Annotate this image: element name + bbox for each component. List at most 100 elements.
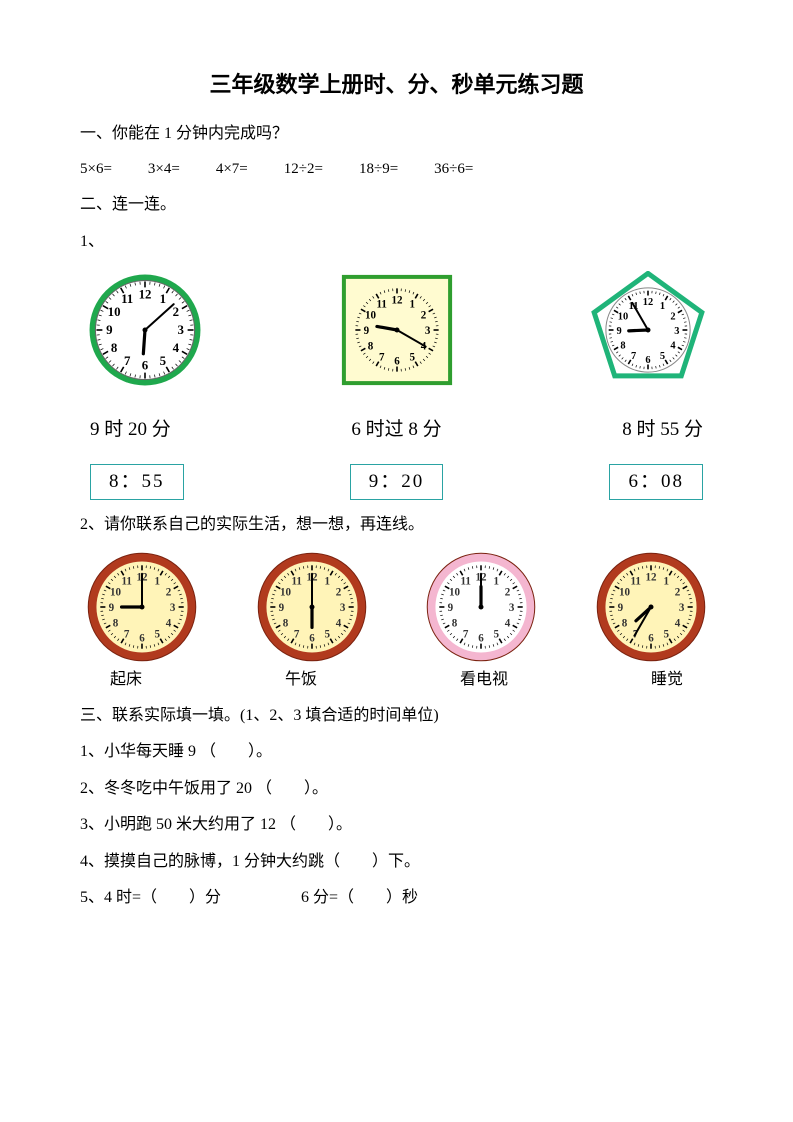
- svg-text:5: 5: [664, 628, 670, 640]
- svg-text:10: 10: [280, 586, 292, 598]
- svg-text:10: 10: [108, 305, 121, 319]
- svg-text:11: 11: [630, 575, 640, 587]
- svg-text:10: 10: [364, 310, 376, 322]
- activity-label: 起床: [110, 669, 142, 691]
- clock-round: 121234567891011: [425, 551, 537, 663]
- time-box: 8：55: [90, 464, 184, 501]
- svg-text:3: 3: [177, 323, 183, 337]
- fill-line: 5、4 时=（ ）分 6 分=（ ）秒: [80, 887, 713, 909]
- svg-text:2: 2: [173, 305, 179, 319]
- svg-text:11: 11: [121, 292, 133, 306]
- time-label: 6 时过 8 分: [351, 417, 441, 444]
- svg-text:2: 2: [505, 586, 511, 598]
- svg-text:1: 1: [664, 575, 670, 587]
- activity-label: 看电视: [460, 669, 508, 691]
- svg-text:12: 12: [645, 571, 657, 583]
- svg-text:12: 12: [391, 294, 403, 306]
- section1-heading: 一、你能在 1 分钟内完成吗？: [80, 123, 713, 145]
- clock-circle: 121234567891011: [86, 271, 204, 389]
- time-box: 9：20: [350, 464, 444, 501]
- fill-line: 4、摸摸自己的脉博，1 分钟大约跳（ ）下。: [80, 851, 713, 873]
- arith-item: 18÷9=: [359, 159, 398, 180]
- svg-text:3: 3: [424, 325, 430, 337]
- svg-text:7: 7: [463, 628, 469, 640]
- svg-text:9: 9: [106, 323, 112, 337]
- svg-text:8: 8: [113, 617, 119, 629]
- arith-item: 12÷2=: [284, 159, 323, 180]
- q1-clock-row: 121234567891011 121234567891011 12123456…: [80, 271, 713, 389]
- svg-text:1: 1: [494, 575, 500, 587]
- q1-time-boxes: 8：55 9：20 6：08: [80, 464, 713, 501]
- page-title: 三年级数学上册时、分、秒单元练习题: [80, 70, 713, 101]
- svg-text:6: 6: [139, 632, 145, 644]
- svg-text:4: 4: [173, 341, 180, 355]
- clock-round: 121234567891011: [595, 551, 707, 663]
- activity-label: 午饭: [285, 669, 317, 691]
- svg-text:4: 4: [166, 617, 172, 629]
- svg-text:4: 4: [505, 617, 511, 629]
- svg-text:12: 12: [139, 287, 152, 301]
- q2-heading: 2、请你联系自己的实际生活，想一想，再连线。: [80, 514, 713, 536]
- svg-text:6: 6: [394, 356, 400, 368]
- svg-text:3: 3: [170, 602, 176, 614]
- svg-text:9: 9: [617, 326, 622, 337]
- svg-text:2: 2: [675, 586, 681, 598]
- svg-text:3: 3: [679, 602, 685, 614]
- svg-text:5: 5: [409, 351, 415, 363]
- q1-num: 1、: [80, 231, 713, 253]
- arith-item: 5×6=: [80, 159, 112, 180]
- svg-text:5: 5: [660, 351, 665, 362]
- q2-clock-row: 121234567891011 121234567891011 12123456…: [80, 551, 713, 663]
- svg-text:10: 10: [110, 586, 122, 598]
- svg-text:4: 4: [675, 617, 681, 629]
- svg-text:1: 1: [160, 292, 166, 306]
- svg-text:5: 5: [160, 354, 166, 368]
- svg-text:6: 6: [309, 632, 315, 644]
- svg-text:8: 8: [367, 340, 373, 352]
- svg-text:2: 2: [335, 586, 341, 598]
- svg-text:2: 2: [670, 312, 675, 323]
- svg-text:10: 10: [619, 586, 631, 598]
- arith-item: 3×4=: [148, 159, 180, 180]
- svg-text:8: 8: [452, 617, 458, 629]
- svg-text:8: 8: [282, 617, 288, 629]
- svg-text:10: 10: [618, 312, 628, 323]
- svg-text:2: 2: [166, 586, 172, 598]
- svg-text:1: 1: [324, 575, 330, 587]
- section2-heading: 二、连一连。: [80, 194, 713, 216]
- clock-round: 121234567891011: [86, 551, 198, 663]
- svg-text:11: 11: [121, 575, 131, 587]
- svg-text:8: 8: [620, 340, 625, 351]
- time-label: 8 时 55 分: [622, 417, 703, 444]
- svg-text:9: 9: [109, 602, 115, 614]
- svg-text:7: 7: [124, 628, 130, 640]
- q2-labels: 起床 午饭 看电视 睡觉: [80, 669, 713, 691]
- svg-text:7: 7: [294, 628, 300, 640]
- svg-text:6: 6: [142, 359, 149, 373]
- fill-line: 3、小明跑 50 米大约用了 12 （ ）。: [80, 814, 713, 836]
- arith-row: 5×6= 3×4= 4×7= 12÷2= 18÷9= 36÷6=: [80, 159, 713, 180]
- time-label: 9 时 20 分: [90, 417, 171, 444]
- q1-text-labels: 9 时 20 分 6 时过 8 分 8 时 55 分: [80, 417, 713, 444]
- svg-text:7: 7: [631, 351, 636, 362]
- svg-text:4: 4: [335, 617, 341, 629]
- svg-text:11: 11: [376, 298, 386, 310]
- svg-text:6: 6: [479, 632, 485, 644]
- svg-text:7: 7: [124, 354, 131, 368]
- svg-text:9: 9: [618, 602, 624, 614]
- svg-text:6: 6: [648, 632, 654, 644]
- svg-text:9: 9: [278, 602, 284, 614]
- svg-text:6: 6: [645, 355, 650, 366]
- svg-text:10: 10: [449, 586, 461, 598]
- svg-text:12: 12: [643, 297, 653, 308]
- svg-text:7: 7: [378, 351, 384, 363]
- clock-round: 121234567891011: [256, 551, 368, 663]
- svg-text:1: 1: [660, 301, 665, 312]
- arith-item: 4×7=: [216, 159, 248, 180]
- svg-text:3: 3: [674, 326, 679, 337]
- clock-pentagon: 121234567891011: [589, 271, 707, 389]
- svg-text:8: 8: [622, 617, 628, 629]
- svg-text:11: 11: [461, 575, 471, 587]
- svg-text:9: 9: [363, 325, 369, 337]
- svg-text:5: 5: [155, 628, 161, 640]
